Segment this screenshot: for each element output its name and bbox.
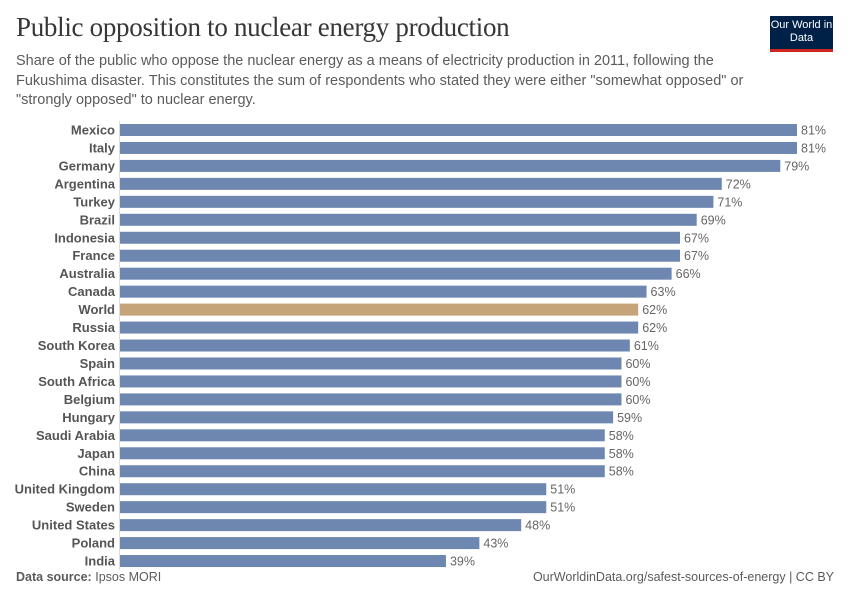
chart-subtitle: Share of the public who oppose the nucle… [16, 53, 744, 108]
category-label: Australia [59, 266, 115, 281]
value-label: 62% [642, 303, 667, 317]
category-label: Belgium [64, 392, 115, 407]
category-label: Sweden [66, 500, 115, 515]
value-label: 69% [701, 213, 726, 227]
category-label: Mexico [71, 123, 115, 138]
bar-india[interactable] [120, 555, 446, 568]
bar-indonesia[interactable] [120, 231, 680, 244]
value-label: 67% [684, 249, 709, 263]
data-source: Data source: Ipsos MORI [16, 570, 161, 584]
bar-mexico[interactable] [120, 124, 797, 136]
bar-turkey[interactable] [120, 195, 714, 208]
category-label: Spain [80, 356, 115, 371]
source-value[interactable]: Ipsos MORI [95, 570, 162, 584]
value-label: 60% [625, 357, 650, 371]
bar-canada[interactable] [120, 285, 647, 298]
bar-russia[interactable] [120, 321, 639, 334]
category-label: Argentina [54, 176, 115, 191]
value-label: 81% [801, 141, 826, 155]
value-label: 60% [625, 375, 650, 389]
category-label: Indonesia [54, 230, 115, 245]
category-label: World [78, 302, 115, 317]
category-label: France [72, 248, 115, 263]
chart-title: Public opposition to nuclear energy prod… [16, 12, 510, 42]
value-label: 58% [609, 465, 634, 479]
bar-saudi-arabia[interactable] [120, 429, 605, 442]
value-label: 60% [625, 393, 650, 407]
value-label: 72% [726, 177, 751, 191]
value-label: 43% [483, 537, 508, 551]
bar-china[interactable] [120, 465, 605, 478]
value-label: 58% [609, 429, 634, 443]
category-label: Saudi Arabia [36, 428, 116, 443]
bar-belgium[interactable] [120, 393, 622, 406]
value-label: 48% [525, 519, 550, 533]
category-label: Japan [77, 446, 115, 461]
bar-japan[interactable] [120, 447, 605, 460]
bar-united-kingdom[interactable] [120, 483, 547, 496]
category-label: Turkey [73, 194, 115, 209]
category-label: United Kingdom [15, 482, 115, 497]
source-label: Data source: [16, 570, 92, 584]
bar-hungary[interactable] [120, 411, 614, 424]
value-label: 79% [784, 159, 809, 173]
bar-south-korea[interactable] [120, 339, 630, 352]
bar-argentina[interactable] [120, 177, 722, 190]
bar-australia[interactable] [120, 267, 672, 280]
bar-world[interactable] [120, 303, 639, 316]
category-label: China [79, 464, 116, 479]
value-label: 81% [801, 124, 826, 138]
category-label: Italy [89, 140, 116, 155]
bar-france[interactable] [120, 249, 680, 262]
category-label: Russia [72, 320, 115, 335]
category-label: Germany [59, 158, 116, 173]
category-label: India [85, 554, 116, 569]
category-label: South Africa [38, 374, 116, 389]
bar-germany[interactable] [120, 159, 781, 172]
bar-italy[interactable] [120, 141, 797, 154]
bar-brazil[interactable] [120, 213, 697, 226]
category-label: Hungary [62, 410, 116, 425]
owid-logo[interactable]: Our World in Data [770, 16, 833, 52]
value-label: 61% [634, 339, 659, 353]
value-label: 71% [717, 195, 742, 209]
bar-united-states[interactable] [120, 519, 522, 532]
category-label: Canada [68, 284, 116, 299]
value-label: 51% [550, 483, 575, 497]
value-label: 67% [684, 231, 709, 245]
value-label: 66% [676, 267, 701, 281]
category-label: Poland [72, 536, 115, 551]
bar-sweden[interactable] [120, 501, 547, 514]
category-label: South Korea [38, 338, 116, 353]
footer-url[interactable]: OurWorldinData.org/safest-sources-of-ene… [532, 570, 834, 584]
value-label: 63% [651, 285, 676, 299]
value-label: 58% [609, 447, 634, 461]
value-label: 51% [550, 501, 575, 515]
bar-spain[interactable] [120, 357, 622, 370]
value-label: 62% [642, 321, 667, 335]
category-label: Brazil [80, 212, 115, 227]
category-label: United States [32, 518, 115, 533]
value-label: 39% [450, 555, 475, 569]
value-label: 59% [617, 411, 642, 425]
bar-south-africa[interactable] [120, 375, 622, 388]
bar-poland[interactable] [120, 537, 480, 550]
